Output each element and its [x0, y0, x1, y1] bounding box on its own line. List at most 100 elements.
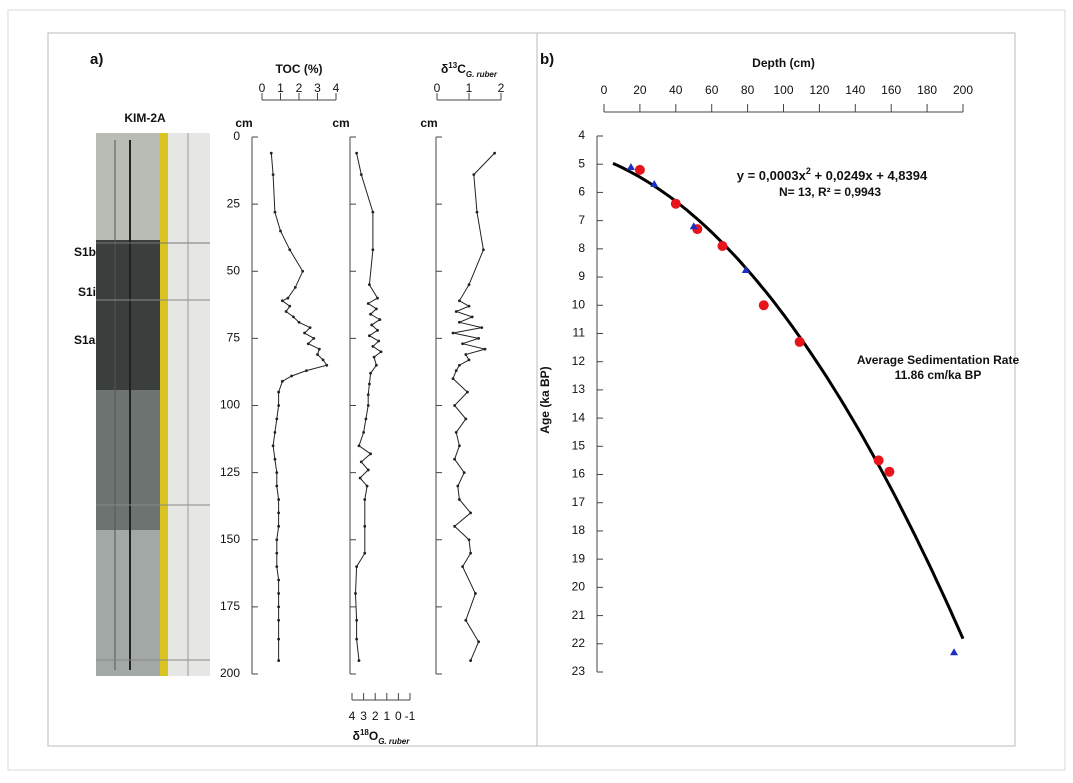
y-tick-label: 50 — [227, 263, 241, 277]
profile-point — [376, 296, 379, 300]
title-part: C — [457, 62, 466, 76]
profile-point — [359, 460, 363, 464]
x-tick-label: 2 — [296, 81, 303, 95]
x-tick-label: 80 — [741, 83, 755, 97]
profile-point — [271, 444, 275, 448]
y-tick-label: 18 — [572, 523, 586, 537]
equation-part: 2 — [806, 166, 811, 176]
profile-point — [470, 315, 474, 319]
profile-point — [280, 299, 284, 303]
panel-b-box — [536, 32, 1016, 747]
profile-point — [477, 336, 480, 340]
profile-point — [321, 358, 325, 362]
profile-point — [451, 377, 455, 381]
x-tick-label: 140 — [845, 83, 865, 97]
profile-point — [454, 430, 458, 434]
profile-point — [305, 369, 308, 372]
axis-title: TOC (%) — [275, 62, 322, 76]
x-tick-label: 180 — [917, 83, 937, 97]
equation: y = 0,0003x2 + 0,0249x + 4,8394 — [737, 166, 928, 183]
data-point — [873, 455, 884, 466]
profile-point — [376, 328, 379, 332]
profile-point — [290, 374, 293, 378]
profile-point — [292, 315, 295, 319]
profile-point — [355, 618, 359, 622]
profile-point — [277, 524, 281, 528]
y-tick-label: 0 — [233, 129, 240, 143]
profile-point — [355, 151, 359, 155]
profile-point — [474, 592, 477, 595]
unit-label: S1b — [74, 245, 96, 259]
title-part: G. ruber — [466, 70, 498, 79]
x-tick-label: 1 — [383, 709, 390, 723]
profile-point — [275, 484, 279, 488]
data-point — [634, 164, 645, 175]
profile-point — [379, 350, 383, 354]
profile-point — [303, 331, 306, 335]
y-tick-label: 10 — [572, 297, 586, 311]
profile-point — [371, 210, 375, 214]
profile-point — [464, 417, 468, 421]
y-tick-label: 22 — [572, 636, 586, 650]
x-tick-label: 100 — [773, 83, 793, 97]
title-part: δ — [441, 62, 448, 76]
profile-point — [462, 471, 466, 475]
profile-point — [374, 363, 378, 367]
profile-point — [371, 345, 375, 348]
profile-point — [280, 379, 284, 383]
profile-point — [472, 173, 476, 176]
y-tick-label: 14 — [572, 410, 586, 424]
data-point — [626, 163, 635, 171]
profile-point — [301, 269, 305, 273]
profile-point — [312, 336, 316, 340]
title-part: 18 — [360, 728, 369, 737]
profile-point — [372, 355, 376, 359]
y-tick-label: 11 — [573, 326, 586, 340]
profile-point — [358, 476, 362, 480]
profile-point — [364, 417, 368, 421]
profile-point — [355, 637, 359, 641]
profile-point — [475, 210, 479, 214]
x-tick-label: 2 — [498, 81, 505, 95]
profile-point — [297, 320, 301, 324]
equation-part: y = 0,0003x — [737, 168, 807, 183]
x-tick-label: 160 — [881, 83, 901, 97]
profile-point — [453, 404, 456, 407]
x-tick-label: 0 — [601, 83, 608, 97]
profile-point — [317, 347, 321, 351]
profile-point — [482, 248, 485, 252]
data-point — [650, 179, 659, 187]
profile-point — [308, 326, 312, 330]
y-tick-label: 175 — [220, 599, 240, 613]
profile-point — [458, 299, 461, 303]
y-tick-label: 12 — [572, 354, 586, 368]
profile-point — [378, 318, 382, 321]
unit-label: S1a — [74, 333, 96, 347]
profile-point — [467, 358, 471, 362]
panel-label: a) — [90, 51, 103, 68]
profile-point — [357, 444, 361, 448]
profile-point — [277, 605, 281, 609]
profile-point — [371, 248, 375, 252]
y-tick-label: 4 — [578, 128, 585, 142]
data-point — [884, 466, 895, 477]
profile-point — [454, 310, 458, 313]
profile-point — [493, 151, 496, 155]
y-tick-label: 17 — [572, 495, 586, 509]
profile-point — [269, 151, 273, 155]
data-point — [794, 336, 805, 347]
profile-point — [467, 538, 471, 542]
title-part: 13 — [448, 61, 457, 70]
panel-label: b) — [540, 51, 554, 68]
profile-point — [306, 342, 310, 346]
profile-line — [354, 152, 382, 661]
profile-point — [366, 302, 370, 305]
x-tick-label: 1 — [466, 81, 473, 95]
profile-point — [277, 637, 281, 641]
profile-point — [458, 444, 461, 448]
profile-point — [469, 511, 472, 515]
profile-point — [362, 430, 365, 434]
profile-point — [363, 551, 367, 555]
title-part: TOC (%) — [275, 62, 322, 76]
